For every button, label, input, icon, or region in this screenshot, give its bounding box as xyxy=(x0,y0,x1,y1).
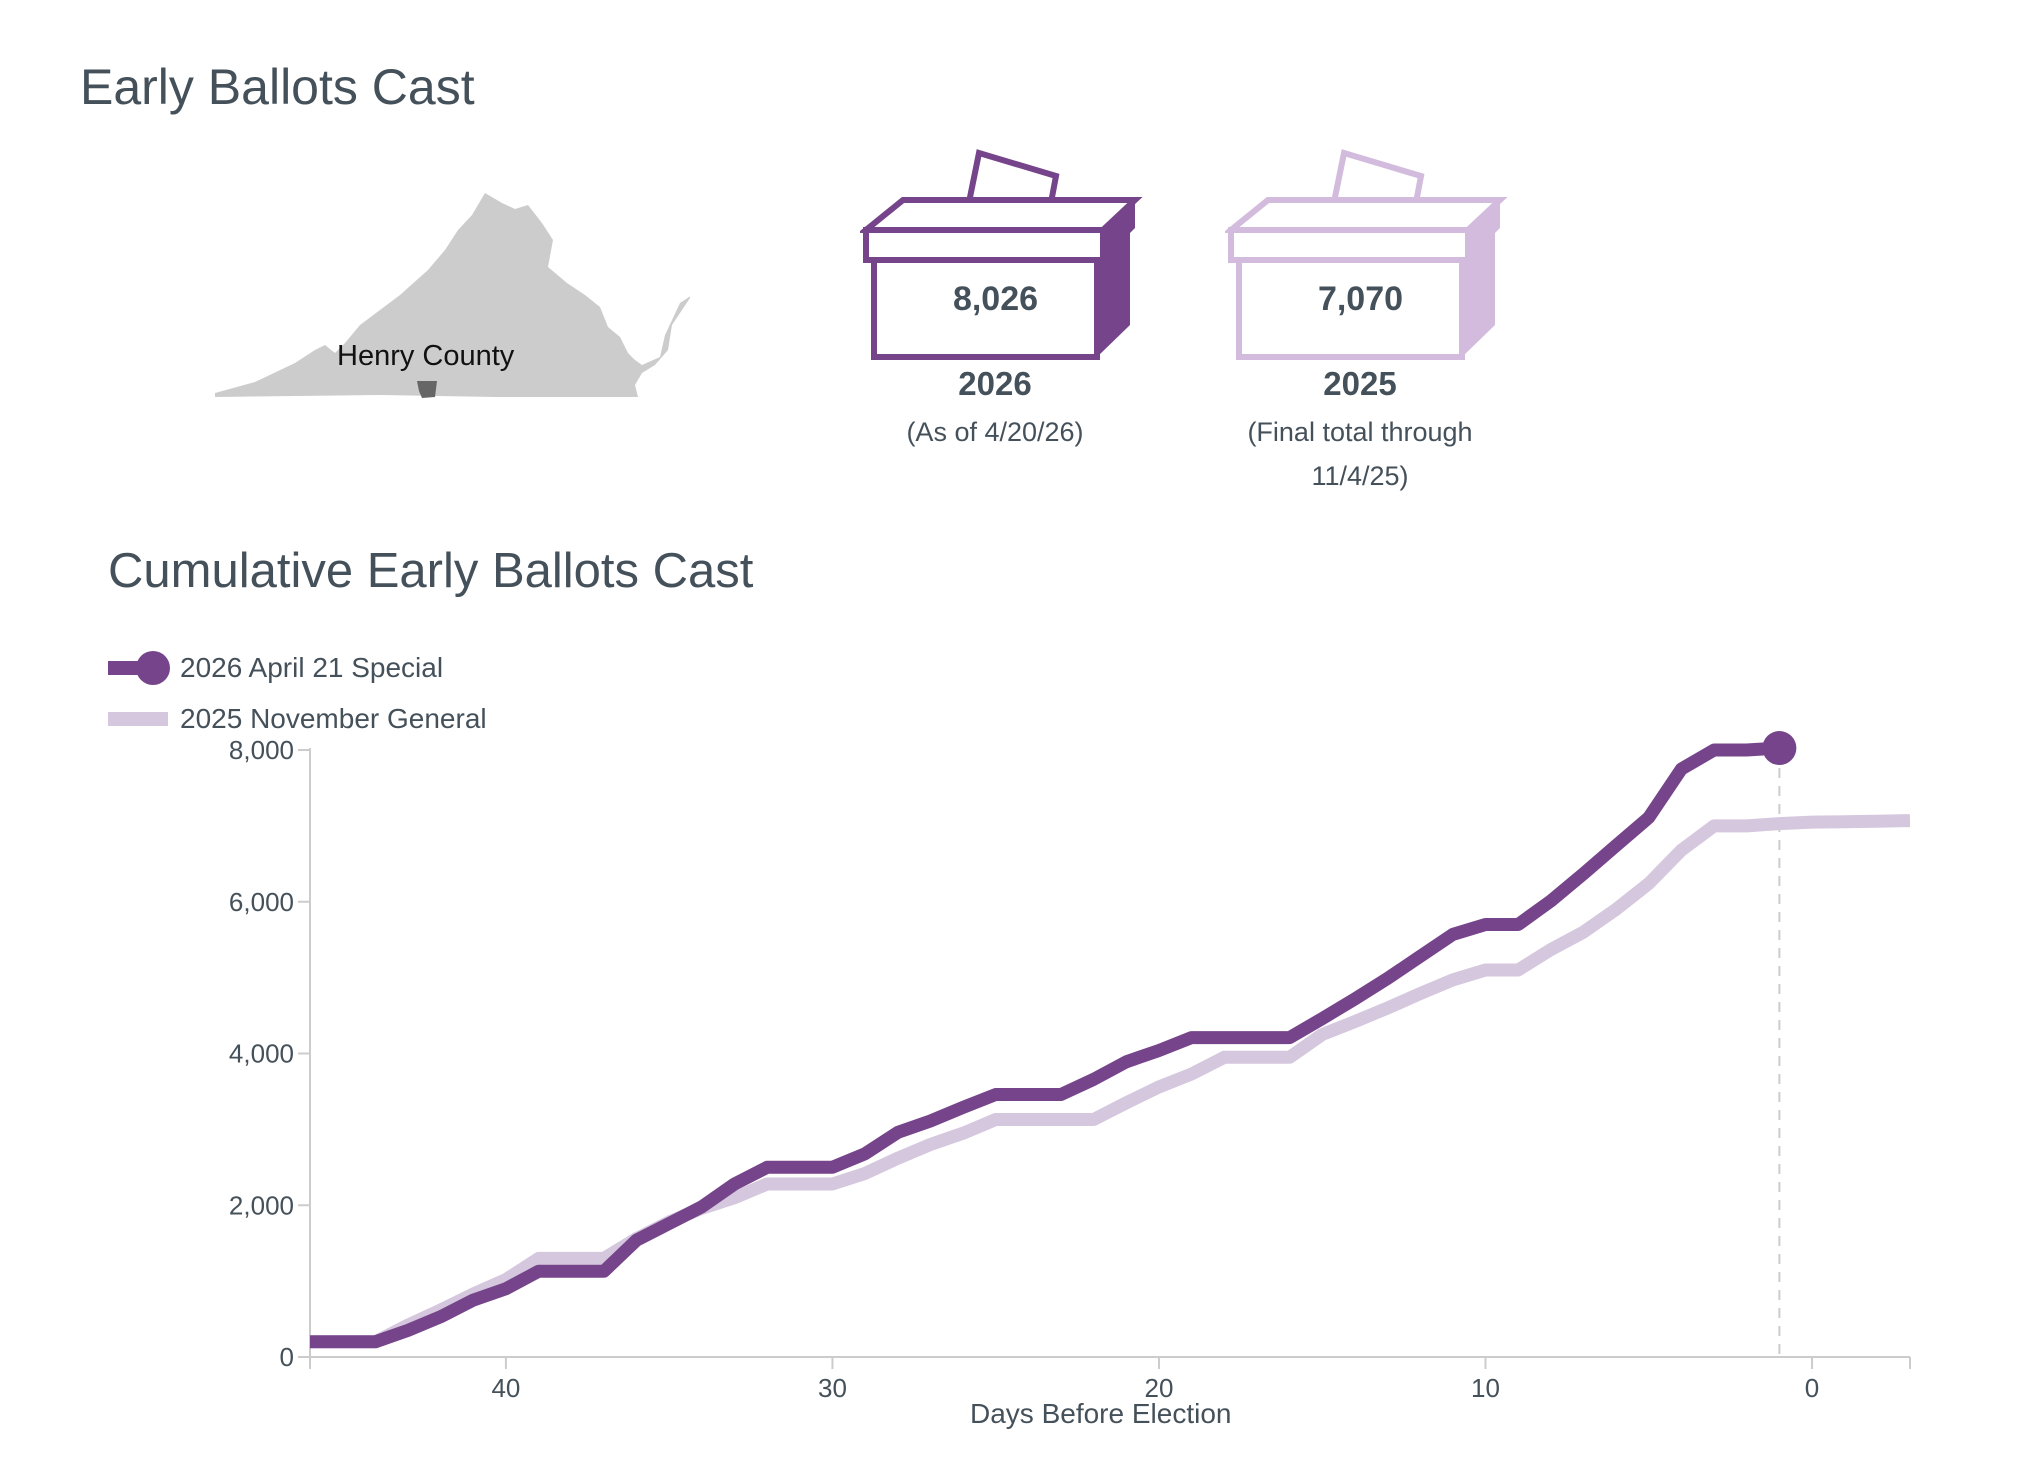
ballot-count-2025: 7,070 xyxy=(1317,280,1404,318)
y-tick-label: 4,000 xyxy=(229,1039,294,1069)
chart-title: Cumulative Early Ballots Cast xyxy=(108,544,754,598)
ballot-note-2026: (As of 4/20/26) xyxy=(906,417,1084,447)
state-shape xyxy=(215,193,690,397)
x-axis-title: Days Before Election xyxy=(970,1398,1232,1429)
page-title: Early Ballots Cast xyxy=(80,59,475,115)
legend-item-2026[interactable]: 2026 April 21 Special xyxy=(108,648,443,688)
series-line-2026 xyxy=(310,741,1780,1349)
x-tick-label: 0 xyxy=(1805,1373,1819,1403)
ballot-count-2026: 8,026 xyxy=(952,280,1039,318)
y-tick-label: 8,000 xyxy=(229,735,294,765)
legend-label-2026: 2026 April 21 Special xyxy=(180,652,444,683)
ballot-box-icon-2026 xyxy=(860,149,1143,360)
box-lid-side-2026 xyxy=(1103,200,1135,260)
box-front-2025 xyxy=(1236,257,1465,360)
legend-item-2025[interactable]: 2025 November General xyxy=(108,699,487,739)
ballot-box-icon-2025 xyxy=(1225,149,1508,360)
box-side-2025 xyxy=(1462,228,1495,357)
y-tick-label: 0 xyxy=(280,1342,294,1372)
box-front-2026 xyxy=(871,257,1100,360)
ballot-year-2025: 2025 xyxy=(1323,365,1397,402)
ballot-note-2025: (Final total through 11/4/25) xyxy=(1247,417,1473,491)
ballot-year-2026: 2026 xyxy=(958,365,1032,402)
map-county-label: Henry County xyxy=(337,340,515,372)
x-tick-label: 10 xyxy=(1471,1373,1500,1403)
legend-label-2025: 2025 November General xyxy=(180,703,487,734)
legend-swatch-2026 xyxy=(108,651,170,685)
x-tick-label: 30 xyxy=(818,1373,847,1403)
county-shape xyxy=(417,381,437,398)
series-end-marker-2026 xyxy=(1762,731,1797,766)
box-lid-side-2025 xyxy=(1468,200,1500,260)
box-side-2026 xyxy=(1097,228,1130,357)
series-line-2025 xyxy=(310,814,1911,1349)
box-lid-front-2025 xyxy=(1228,227,1471,263)
x-tick-label: 20 xyxy=(1145,1373,1174,1403)
y-tick-label: 6,000 xyxy=(229,887,294,917)
legend-swatch-2025 xyxy=(108,712,168,726)
virginia-map xyxy=(215,193,690,398)
y-tick-label: 2,000 xyxy=(229,1190,294,1220)
x-tick-label: 40 xyxy=(491,1373,520,1403)
